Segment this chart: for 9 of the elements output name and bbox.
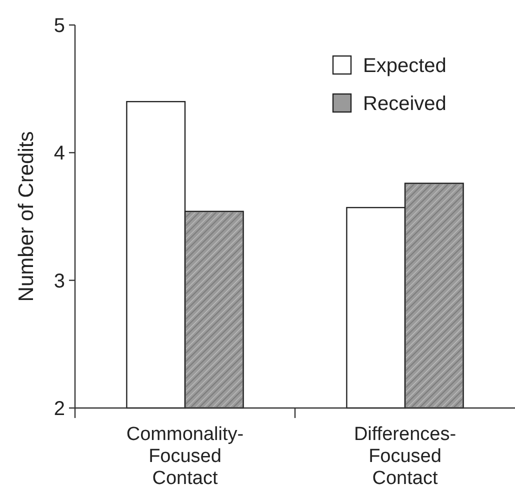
x-tick-label: Commonality-Focused Contact (126, 424, 244, 489)
y-tick-label: 3 (54, 270, 65, 292)
y-tick-label: 5 (54, 15, 65, 37)
y-axis-title: Number of Credits (15, 131, 38, 302)
legend-label: Expected (363, 55, 446, 77)
y-tick-label: 4 (54, 142, 65, 165)
legend-label: Received (363, 93, 446, 115)
x-tick-label: Differences-Focused Contact (354, 424, 456, 489)
y-tick-label: 2 (54, 398, 65, 420)
